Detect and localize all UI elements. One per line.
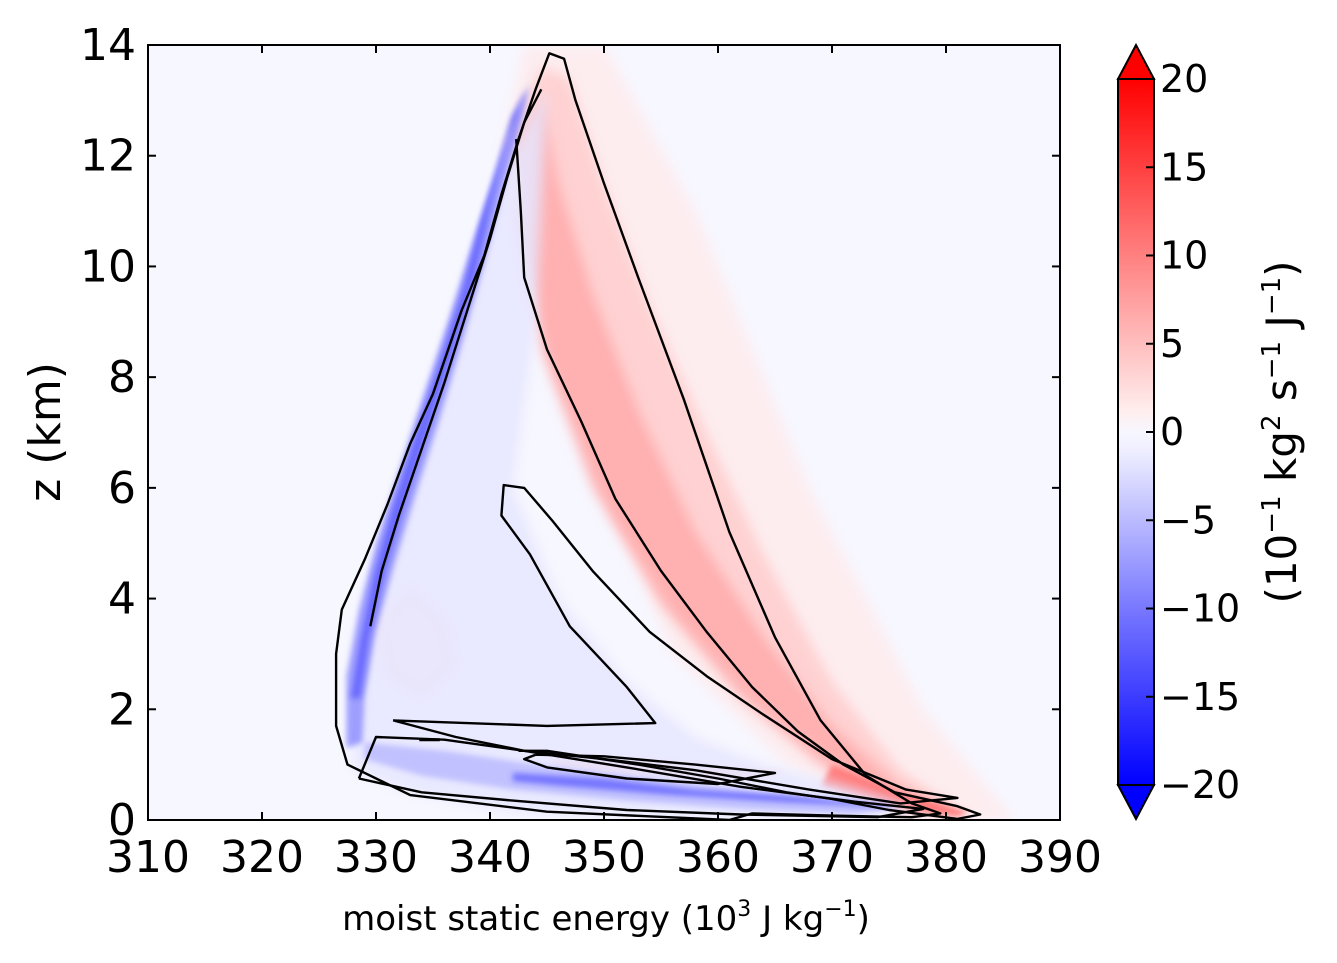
colorbar-tick-label: 5 <box>1160 322 1184 366</box>
contour-pocket-middle <box>392 483 959 805</box>
y-axis-label: z (km) <box>20 362 71 502</box>
colorbar-tick-label: −15 <box>1160 675 1240 719</box>
colorbar-tick-label: 20 <box>1160 57 1208 101</box>
y-tick-label: 8 <box>108 352 136 403</box>
colorbar-tick-label: −20 <box>1160 763 1240 807</box>
x-tick-label: 320 <box>220 832 304 883</box>
y-tick-label: 4 <box>108 574 136 625</box>
contour-warm-lowest-lobe <box>523 753 777 786</box>
contour-lines <box>334 52 982 820</box>
x-tick-label: 360 <box>676 832 760 883</box>
y-tick-label: 6 <box>108 463 136 514</box>
x-axis: 310 320 330 340 350 360 370 380 390 <box>106 45 1102 883</box>
x-tick-label: 370 <box>790 832 874 883</box>
colorbar-tick-label: −5 <box>1160 498 1216 542</box>
y-tick-label: 14 <box>80 20 136 71</box>
x-tick-label: 330 <box>334 832 418 883</box>
contour-outer <box>334 52 942 820</box>
x-axis-label: moist static energy (103 J kg−1) <box>342 897 870 939</box>
shade-cold-edge-soft <box>346 83 530 749</box>
x-tick-label: 380 <box>904 832 988 883</box>
y-tick-label: 12 <box>80 131 136 182</box>
shade-cold-lower-strong <box>512 772 901 808</box>
contour-warm-middle <box>515 139 982 820</box>
x-tick-label: 310 <box>106 832 190 883</box>
x-tick-label: 350 <box>562 832 646 883</box>
x-tick-label: 340 <box>448 832 532 883</box>
colorbar-extend-top <box>1116 42 1156 80</box>
y-axis: 0 2 4 6 8 10 12 14 <box>80 20 1060 846</box>
y-tick-label: 10 <box>80 241 136 292</box>
x-tick-label: 390 <box>1018 832 1102 883</box>
contour-cold-lower-hook <box>357 735 925 819</box>
colorbar-tick-label: −10 <box>1160 587 1240 631</box>
y-tick-label: 2 <box>108 684 136 735</box>
y-tick-label: 0 <box>108 795 136 846</box>
shade-warm-band-outer <box>512 67 958 812</box>
shaded-field <box>346 45 1015 820</box>
contour-cold-inner-edge <box>369 88 543 627</box>
colorbar: −20 −15 −10 −5 0 5 10 15 20 (10−1 kg2 s−1 J−1) <box>1116 42 1306 822</box>
shade-warm-haze <box>501 45 1015 820</box>
colorbar-extend-bottom <box>1116 784 1156 822</box>
colorbar-tick-label: 0 <box>1160 410 1184 454</box>
shade-warm-band-inner <box>521 100 958 812</box>
colorbar-label: (10−1 kg2 s−1 J−1) <box>1257 260 1306 603</box>
colorbar-tick-label: 15 <box>1160 145 1208 189</box>
shade-cold-haze <box>353 89 924 818</box>
colorbar-tick-label: 10 <box>1160 234 1208 278</box>
shade-warm-core <box>820 764 969 818</box>
